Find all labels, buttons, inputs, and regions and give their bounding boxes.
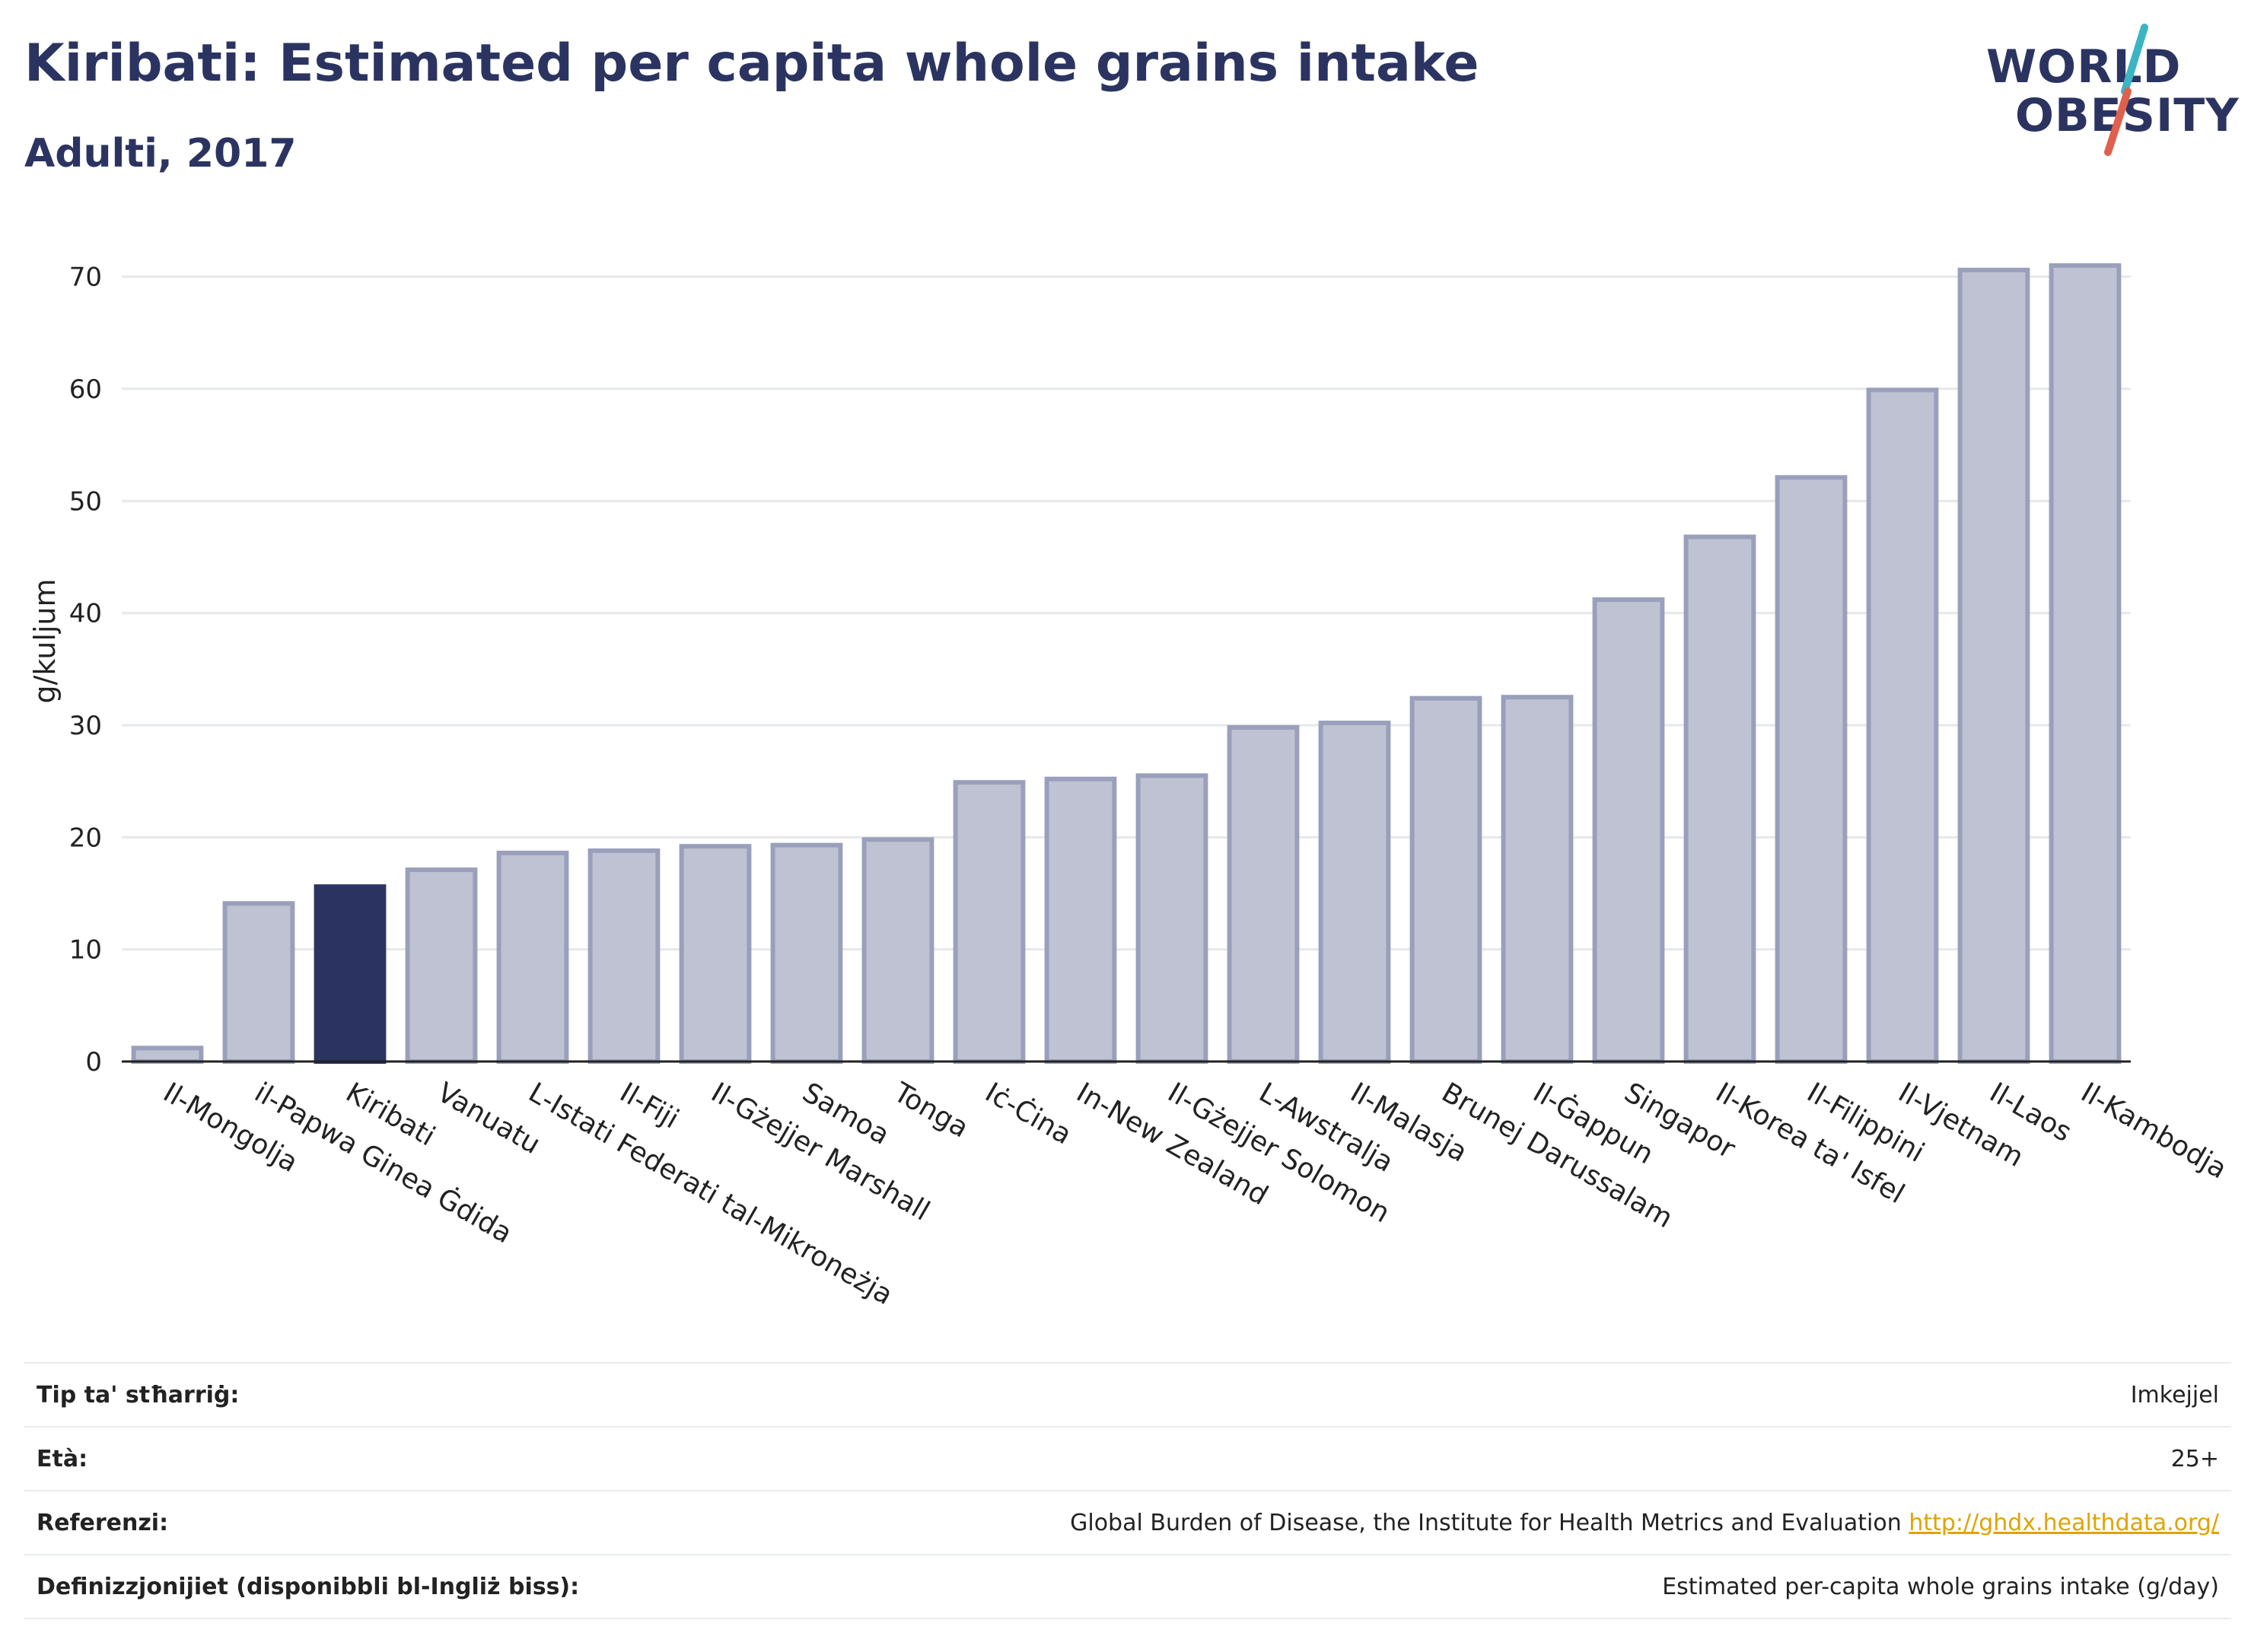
bar-6: [679, 844, 752, 1064]
y-tick-label: 60: [69, 374, 102, 405]
info-table: Tip ta' stħarriġ: Imkejjel Età: 25+ Refe…: [24, 1362, 2231, 1619]
info-key: Tip ta' stħarriġ:: [37, 1381, 240, 1408]
y-tick-label: 30: [69, 711, 102, 741]
bar-7: [770, 842, 843, 1064]
bar-16: [1592, 597, 1665, 1064]
bar-5: [587, 848, 661, 1064]
x-tick-label: Vanuatu: [432, 1077, 546, 1160]
y-axis-label: g/kuljum: [28, 578, 62, 703]
x-tick-label: Iċ-Ċina: [980, 1076, 1078, 1151]
world-obesity-logo[interactable]: WORLD OBESITY: [1986, 21, 2239, 158]
bar-14: [1409, 695, 1482, 1064]
bar-1: [222, 901, 295, 1065]
y-tick-label: 50: [69, 486, 102, 517]
info-key: Età:: [37, 1445, 88, 1472]
bar-13: [1318, 721, 1391, 1064]
info-row-survey-type: Tip ta' stħarriġ: Imkejjel: [24, 1362, 2231, 1426]
logo-slash-icon: [2104, 24, 2148, 156]
bar-12: [1227, 724, 1300, 1064]
info-key: Referenzi:: [37, 1509, 169, 1536]
bar-3: [405, 867, 478, 1064]
bar-18: [1775, 475, 1848, 1065]
y-tick-label: 0: [85, 1047, 102, 1077]
bar-17: [1683, 534, 1756, 1065]
bar-15: [1501, 695, 1574, 1065]
source-link[interactable]: http://ghdx.healthdata.org/: [1909, 1509, 2219, 1536]
info-row-definitions: Definizzjonijiet (disponibbli bl-Ingliż …: [24, 1554, 2231, 1619]
bar-chart: 010203040506070g/kuljumIl-Mongoljail-Pap…: [28, 263, 2232, 1312]
bar-20: [1957, 267, 2030, 1065]
bar-10: [1044, 776, 1117, 1064]
info-value: 25+: [2170, 1445, 2219, 1472]
y-tick-label: 20: [69, 823, 102, 853]
bar-0: [131, 1046, 204, 1064]
chart-subtitle: Adulti, 2017: [24, 131, 297, 177]
info-row-references: Referenzi: Global Burden of Disease, the…: [24, 1490, 2231, 1554]
bar-21: [2049, 263, 2122, 1064]
y-tick-label: 70: [69, 263, 102, 293]
chart-title: Kiribati: Estimated per capita whole gra…: [24, 33, 1479, 94]
info-row-age: Età: 25+: [24, 1426, 2231, 1490]
bar-4: [496, 850, 569, 1065]
bar-19: [1866, 387, 1939, 1064]
info-value: Global Burden of Disease, the Institute …: [1070, 1509, 1902, 1536]
info-value: Estimated per-capita whole grains intake…: [1662, 1573, 2219, 1600]
y-tick-label: 10: [69, 935, 102, 966]
bar-11: [1135, 773, 1208, 1064]
x-tick-label: Il-Kambodja: [2076, 1077, 2232, 1185]
logo-text-world: WORLD: [1986, 40, 2182, 94]
bar-2: [314, 884, 387, 1064]
info-key: Definizzjonijiet (disponibbli bl-Ingliż …: [37, 1573, 580, 1600]
x-tick-label: Tonga: [888, 1077, 974, 1144]
bar-8: [861, 837, 934, 1065]
bar-9: [953, 780, 1026, 1064]
info-value: Imkejjel: [2130, 1381, 2219, 1408]
y-tick-label: 40: [69, 599, 102, 629]
